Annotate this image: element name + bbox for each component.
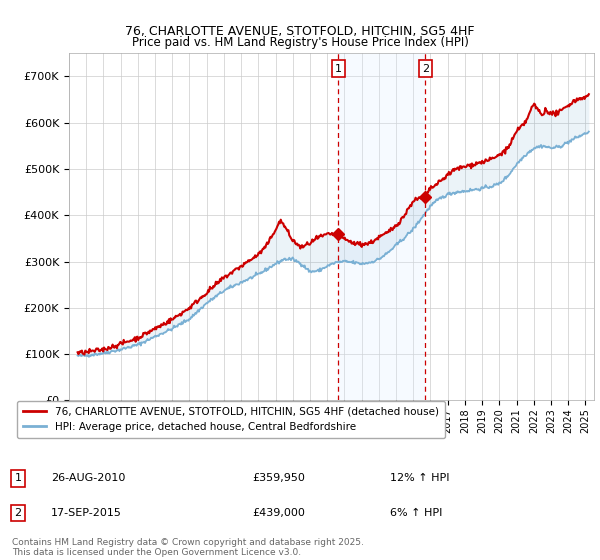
Text: Contains HM Land Registry data © Crown copyright and database right 2025.
This d: Contains HM Land Registry data © Crown c… xyxy=(12,538,364,557)
Text: 6% ↑ HPI: 6% ↑ HPI xyxy=(390,508,442,518)
Text: 1: 1 xyxy=(335,64,342,73)
Text: 17-SEP-2015: 17-SEP-2015 xyxy=(51,508,122,518)
Text: 76, CHARLOTTE AVENUE, STOTFOLD, HITCHIN, SG5 4HF: 76, CHARLOTTE AVENUE, STOTFOLD, HITCHIN,… xyxy=(125,25,475,38)
Text: 1: 1 xyxy=(14,473,22,483)
Bar xyxy=(338,53,425,400)
Text: £359,950: £359,950 xyxy=(252,473,305,483)
Text: 26-AUG-2010: 26-AUG-2010 xyxy=(51,473,125,483)
Text: £439,000: £439,000 xyxy=(252,508,305,518)
Text: Price paid vs. HM Land Registry's House Price Index (HPI): Price paid vs. HM Land Registry's House … xyxy=(131,36,469,49)
Text: 12% ↑ HPI: 12% ↑ HPI xyxy=(390,473,449,483)
Text: 2: 2 xyxy=(422,64,429,73)
Text: 2: 2 xyxy=(14,508,22,518)
Legend: 76, CHARLOTTE AVENUE, STOTFOLD, HITCHIN, SG5 4HF (detached house), HPI: Average : 76, CHARLOTTE AVENUE, STOTFOLD, HITCHIN,… xyxy=(17,400,445,438)
